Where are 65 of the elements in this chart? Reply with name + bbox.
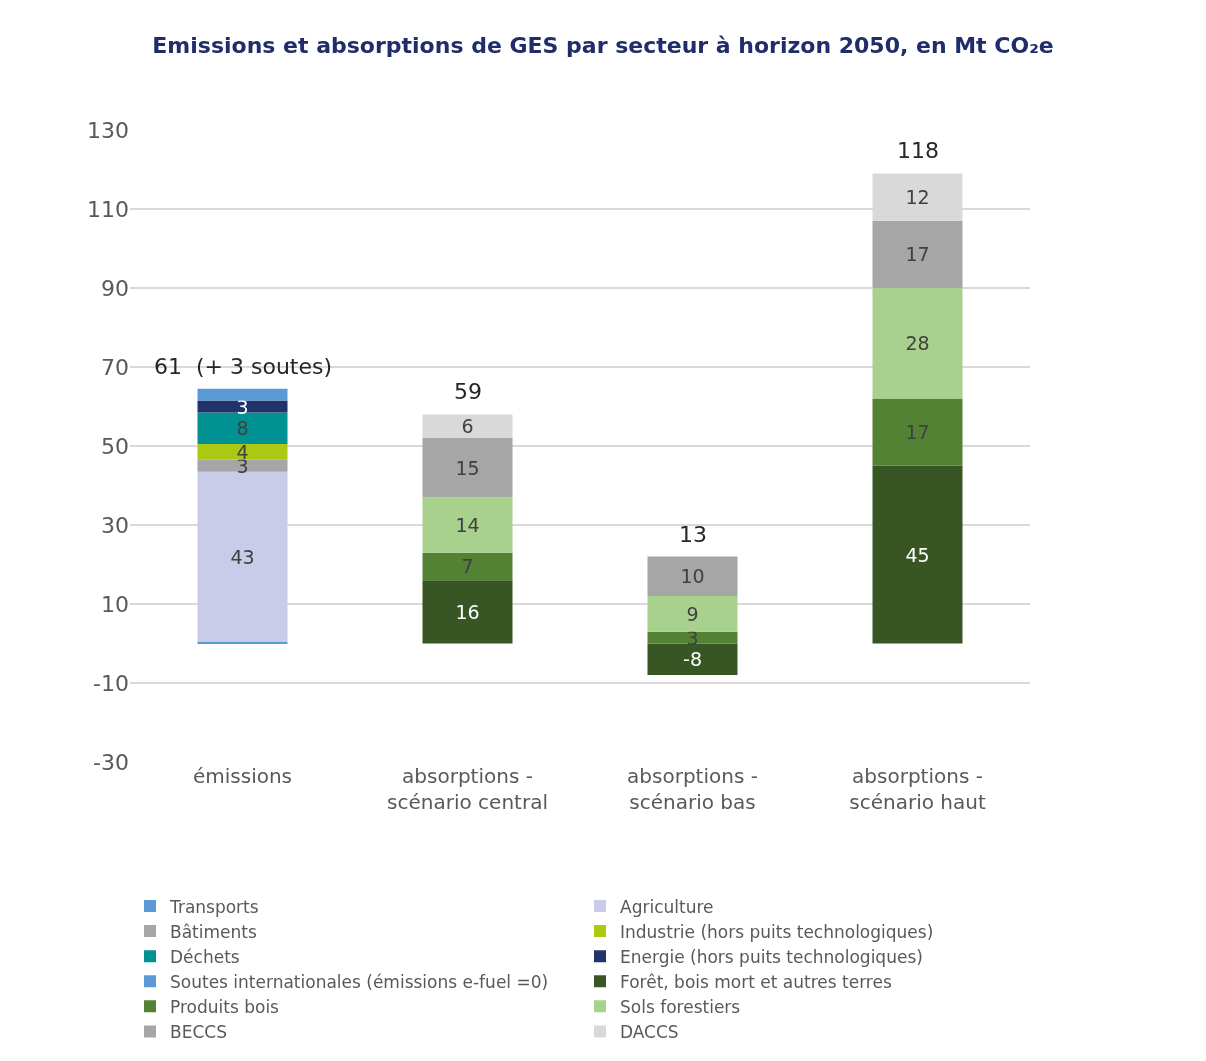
bar	[422, 497, 513, 553]
bar	[872, 220, 963, 288]
legend-label: Agriculture	[620, 896, 714, 917]
data-label: 14	[455, 514, 480, 536]
y-tick-label: -30	[93, 749, 129, 775]
legend-label: Déchets	[170, 946, 240, 967]
legend-label: Energie (hors puits technologiques)	[620, 946, 923, 967]
x-tick-label: absorptions - scénario haut	[849, 764, 986, 814]
bar	[197, 388, 288, 401]
legend-label: Transports	[169, 896, 259, 917]
data-label: 15	[455, 456, 480, 479]
bar	[422, 580, 513, 644]
bar	[422, 438, 513, 498]
data-label: 6	[461, 415, 474, 438]
bar	[197, 444, 288, 460]
total-label: 13	[679, 522, 707, 547]
bar	[422, 552, 513, 581]
data-label: 7	[461, 555, 474, 578]
y-tick-label: 10	[101, 591, 129, 617]
data-label: 3	[686, 626, 699, 649]
total-label: 61 (+ 3 soutes)	[154, 354, 333, 379]
bar	[647, 631, 738, 644]
y-tick-label: 70	[101, 354, 129, 380]
legend-label: DACCS	[620, 1022, 679, 1043]
data-label: 16	[455, 600, 480, 623]
bar	[197, 459, 288, 472]
data-label: 3	[236, 395, 249, 418]
x-tick-label: absorptions - scénario central	[387, 764, 548, 814]
data-label: 8	[236, 417, 249, 440]
data-label: 10	[680, 565, 705, 588]
legend-label: BECCS	[170, 1022, 227, 1043]
y-tick-label: -10	[93, 670, 129, 696]
data-label: 45	[905, 543, 930, 566]
y-tick-label: 30	[101, 512, 129, 538]
bar	[872, 465, 963, 644]
total-label: 118	[897, 138, 939, 163]
y-tick-label: 90	[101, 275, 129, 301]
data-label: 12	[905, 186, 930, 209]
data-label: 9	[686, 602, 699, 625]
legend-label: Sols forestiers	[620, 996, 741, 1017]
y-tick-label: 50	[101, 433, 129, 459]
bar	[647, 643, 738, 676]
x-tick-label: absorptions - scénario bas	[627, 764, 758, 814]
data-label: -8	[683, 648, 702, 671]
y-tick-label: 110	[87, 196, 129, 222]
total-label: 59	[454, 379, 482, 404]
legend-label: Forêt, bois mort et autres terres	[620, 971, 892, 992]
legend-label: Industrie (hors puits technologiques)	[620, 921, 934, 942]
data-label: 28	[905, 332, 930, 355]
bar	[647, 596, 738, 632]
data-label: 17	[905, 243, 930, 266]
y-tick-label: 130	[87, 117, 129, 143]
data-label: 43	[230, 545, 255, 568]
bar	[422, 414, 513, 439]
chart-title: Emissions et absorptions de GES par secteur à horizon 2050, en Mt CO₂e	[152, 32, 1054, 58]
legend-label: Bâtiments	[170, 921, 257, 942]
bar	[197, 412, 288, 445]
bar	[872, 288, 963, 399]
data-label: 17	[905, 421, 930, 444]
legend-label: Produits bois	[170, 996, 280, 1017]
bar	[647, 556, 738, 597]
bar	[197, 471, 288, 642]
x-tick-label: émissions	[192, 764, 293, 788]
bar	[872, 398, 963, 466]
legend-label: Soutes internationales (émissions e-fuel =0)	[170, 971, 549, 992]
